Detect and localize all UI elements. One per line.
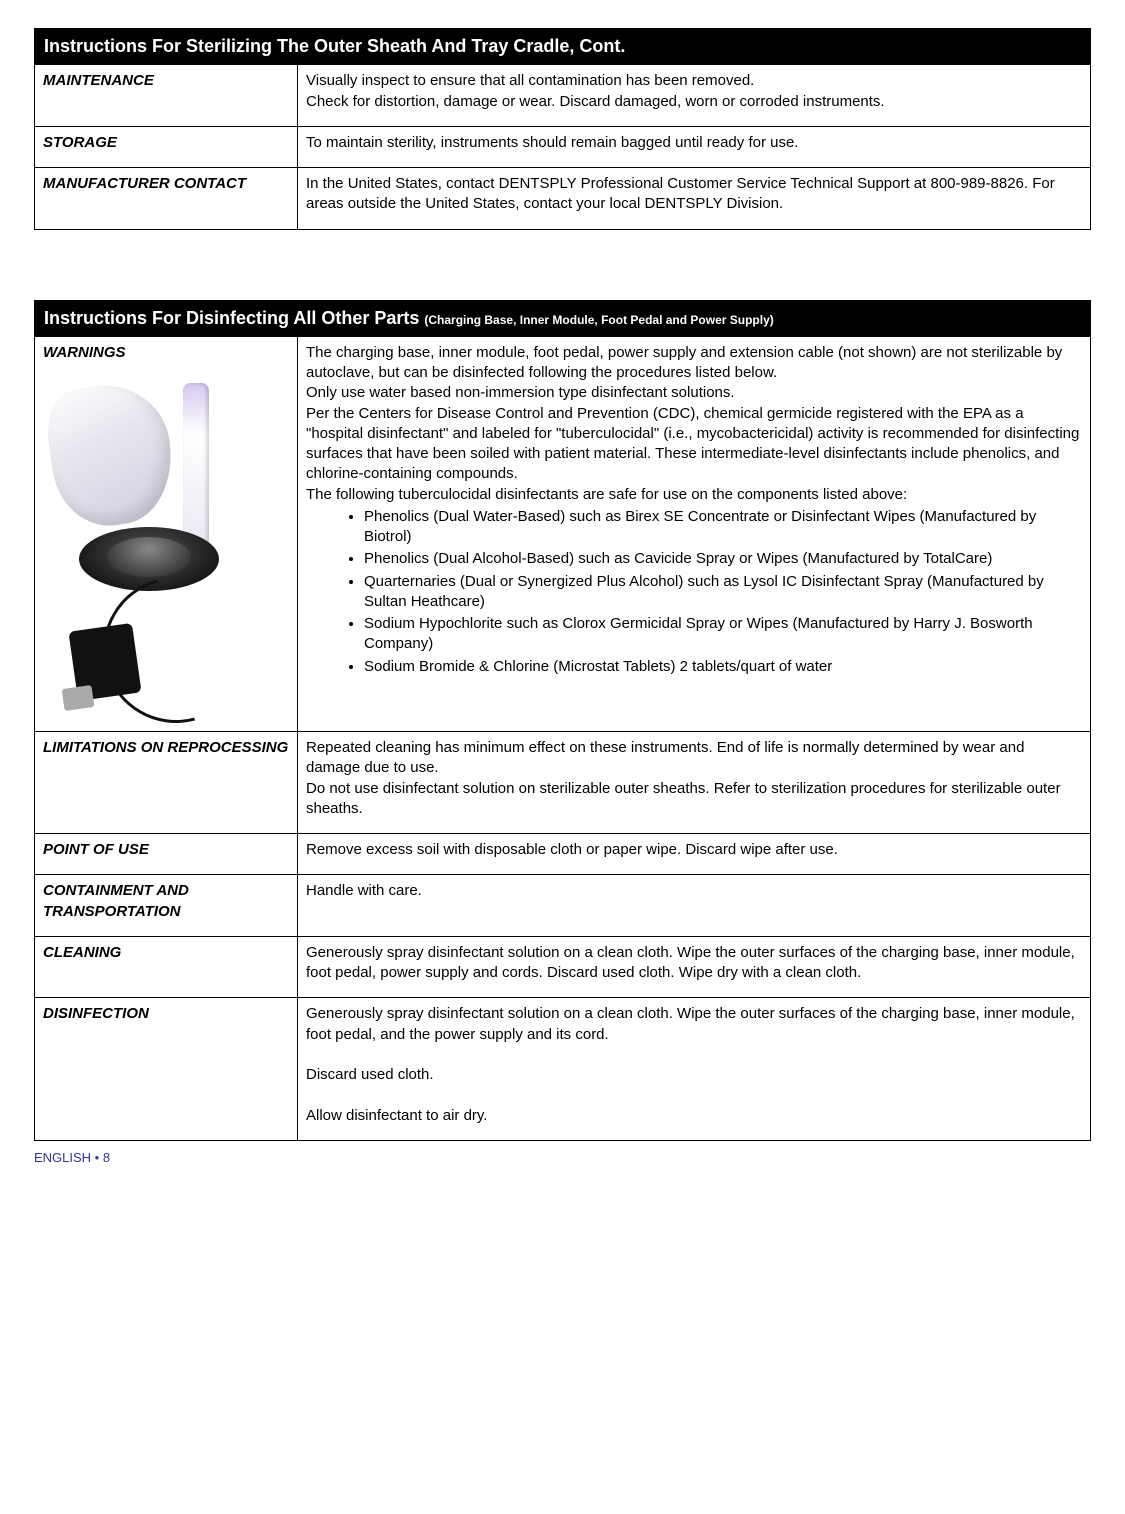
table-row: LIMITATIONS ON REPROCESSING Repeated cle… bbox=[35, 732, 1091, 834]
row-text: The charging base, inner module, foot pe… bbox=[298, 336, 1091, 731]
row-label: MAINTENANCE bbox=[35, 65, 298, 127]
handpiece-icon bbox=[183, 383, 209, 553]
power-plug-icon bbox=[62, 685, 95, 711]
section2-title-main: Instructions For Disinfecting All Other … bbox=[44, 308, 424, 328]
table-row: DISINFECTION Generously spray disinfecta… bbox=[35, 998, 1091, 1141]
row-text: Generously spray disinfectant solution o… bbox=[298, 936, 1091, 998]
row-label: LIMITATIONS ON REPROCESSING bbox=[35, 732, 298, 834]
row-label: CONTAINMENT AND TRANSPORTATION bbox=[35, 875, 298, 937]
row-text: To maintain sterility, instruments shoul… bbox=[298, 126, 1091, 167]
row-text: Repeated cleaning has minimum effect on … bbox=[298, 732, 1091, 834]
row-text: Remove excess soil with disposable cloth… bbox=[298, 834, 1091, 875]
page-footer: ENGLISH • 8 bbox=[34, 1149, 1091, 1167]
list-item: Sodium Hypochlorite such as Clorox Germi… bbox=[364, 614, 1082, 655]
row-label: CLEANING bbox=[35, 936, 298, 998]
section2-table: WARNINGS The charging base, inner module… bbox=[34, 336, 1091, 1141]
table-row: POINT OF USE Remove excess soil with dis… bbox=[35, 834, 1091, 875]
section1-header: Instructions For Sterilizing The Outer S… bbox=[34, 28, 1091, 64]
table-row: MANUFACTURER CONTACT In the United State… bbox=[35, 168, 1091, 230]
section2-header: Instructions For Disinfecting All Other … bbox=[34, 300, 1091, 336]
row-label: WARNINGS bbox=[35, 336, 298, 731]
charger-base-icon bbox=[42, 377, 180, 532]
list-item: Sodium Bromide & Chlorine (Microstat Tab… bbox=[364, 657, 1082, 677]
list-item: Quarternaries (Dual or Synergized Plus A… bbox=[364, 572, 1082, 613]
table-row: CLEANING Generously spray disinfectant s… bbox=[35, 936, 1091, 998]
table-row: STORAGE To maintain sterility, instrumen… bbox=[35, 126, 1091, 167]
table-row: MAINTENANCE Visually inspect to ensure t… bbox=[35, 65, 1091, 127]
section1-title: Instructions For Sterilizing The Outer S… bbox=[44, 36, 625, 56]
row-text: Visually inspect to ensure that all cont… bbox=[298, 65, 1091, 127]
list-item: Phenolics (Dual Alcohol-Based) such as C… bbox=[364, 549, 1082, 569]
warnings-intro: The charging base, inner module, foot pe… bbox=[306, 343, 1082, 505]
row-label: POINT OF USE bbox=[35, 834, 298, 875]
section1-table: MAINTENANCE Visually inspect to ensure t… bbox=[34, 64, 1091, 229]
table-row: WARNINGS The charging base, inner module… bbox=[35, 336, 1091, 731]
product-components-image bbox=[43, 377, 263, 717]
row-text: Generously spray disinfectant solution o… bbox=[298, 998, 1091, 1141]
row-label: DISINFECTION bbox=[35, 998, 298, 1141]
row-text: In the United States, contact DENTSPLY P… bbox=[298, 168, 1091, 230]
disinfectant-list: Phenolics (Dual Water-Based) such as Bir… bbox=[306, 507, 1082, 677]
row-label: STORAGE bbox=[35, 126, 298, 167]
list-item: Phenolics (Dual Water-Based) such as Bir… bbox=[364, 507, 1082, 548]
warnings-label: WARNINGS bbox=[43, 344, 126, 361]
row-text: Handle with care. bbox=[298, 875, 1091, 937]
foot-pedal-button-icon bbox=[107, 537, 191, 577]
row-label: MANUFACTURER CONTACT bbox=[35, 168, 298, 230]
table-row: CONTAINMENT AND TRANSPORTATION Handle wi… bbox=[35, 875, 1091, 937]
section2-title-sub: (Charging Base, Inner Module, Foot Pedal… bbox=[424, 313, 773, 327]
